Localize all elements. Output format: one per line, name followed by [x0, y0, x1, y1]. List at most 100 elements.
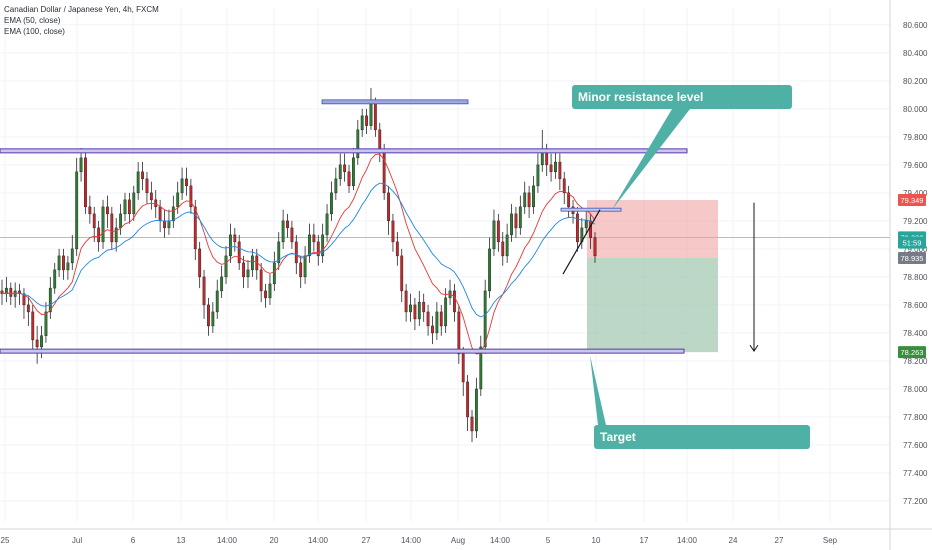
candle[interactable]	[558, 153, 562, 191]
candle[interactable]	[413, 297, 417, 331]
candle[interactable]	[75, 157, 79, 256]
candle[interactable]	[365, 108, 368, 135]
candle[interactable]	[70, 234, 74, 270]
candle[interactable]	[387, 185, 390, 235]
candle[interactable]	[576, 206, 579, 252]
candle[interactable]	[149, 181, 153, 210]
minor-resistance-callout[interactable]: Minor resistance level	[572, 85, 792, 109]
candle[interactable]	[207, 297, 210, 336]
minor-resistance-box[interactable]	[560, 207, 622, 212]
candle[interactable]	[84, 150, 87, 214]
drawings-layer[interactable]	[0, 99, 759, 425]
candle[interactable]	[479, 335, 483, 396]
candle[interactable]	[264, 283, 267, 308]
candle[interactable]	[180, 167, 184, 200]
candle[interactable]	[514, 206, 518, 238]
candle[interactable]	[242, 255, 246, 289]
candle[interactable]	[79, 148, 83, 182]
candle[interactable]	[562, 171, 566, 205]
candle[interactable]	[308, 223, 311, 263]
candle[interactable]	[488, 237, 491, 298]
candle[interactable]	[123, 192, 127, 221]
candle[interactable]	[97, 220, 101, 252]
candle[interactable]	[426, 304, 430, 336]
candle[interactable]	[259, 262, 263, 303]
candle[interactable]	[422, 293, 426, 322]
candle[interactable]	[474, 377, 478, 438]
candle[interactable]	[483, 279, 487, 354]
candle[interactable]	[88, 195, 92, 224]
candle[interactable]	[224, 246, 228, 284]
candle[interactable]	[580, 218, 584, 249]
candle[interactable]	[57, 248, 61, 277]
trendline[interactable]	[562, 209, 601, 275]
candle[interactable]	[431, 316, 434, 345]
candle[interactable]	[119, 204, 123, 235]
candle[interactable]	[527, 185, 531, 219]
candle[interactable]	[53, 262, 57, 294]
candle[interactable]	[409, 293, 412, 322]
candle[interactable]	[435, 302, 439, 340]
candle[interactable]	[417, 290, 421, 326]
candle[interactable]	[584, 209, 588, 235]
candle[interactable]	[391, 213, 395, 252]
candle[interactable]	[101, 199, 105, 249]
candle[interactable]	[185, 167, 188, 196]
candle[interactable]	[312, 223, 316, 252]
candle[interactable]	[448, 279, 452, 305]
candle[interactable]	[167, 209, 171, 235]
candle[interactable]	[132, 185, 136, 221]
candle[interactable]	[338, 153, 342, 186]
candle[interactable]	[457, 304, 461, 364]
candle[interactable]	[233, 227, 237, 252]
candle[interactable]	[44, 302, 48, 343]
candle[interactable]	[281, 209, 285, 249]
candle[interactable]	[277, 232, 281, 270]
candle[interactable]	[554, 150, 557, 179]
candle[interactable]	[286, 213, 289, 238]
candle[interactable]	[198, 241, 202, 289]
candle[interactable]	[444, 288, 448, 333]
candle[interactable]	[189, 178, 193, 214]
candle[interactable]	[343, 153, 347, 182]
candle[interactable]	[35, 325, 39, 364]
candle[interactable]	[145, 171, 149, 205]
candle[interactable]	[369, 87, 373, 130]
upper-range-line[interactable]	[0, 148, 688, 154]
candle[interactable]	[395, 232, 399, 266]
candle[interactable]	[400, 248, 404, 303]
candle[interactable]	[22, 288, 26, 319]
candle[interactable]	[4, 276, 8, 303]
candle[interactable]	[360, 108, 364, 137]
candle[interactable]	[453, 283, 456, 322]
candle[interactable]	[496, 213, 500, 252]
candle[interactable]	[321, 223, 325, 263]
candle[interactable]	[536, 153, 540, 193]
candle[interactable]	[523, 181, 527, 214]
candle[interactable]	[62, 248, 65, 280]
candle[interactable]	[110, 206, 114, 249]
candle[interactable]	[501, 232, 505, 266]
candle[interactable]	[378, 122, 382, 163]
candle[interactable]	[127, 192, 131, 224]
candle[interactable]	[18, 283, 21, 305]
candle[interactable]	[114, 218, 118, 252]
candle[interactable]	[518, 195, 522, 235]
candle[interactable]	[303, 246, 307, 284]
candle[interactable]	[492, 209, 496, 256]
candle[interactable]	[215, 279, 219, 319]
candle[interactable]	[510, 204, 513, 242]
candle[interactable]	[299, 255, 303, 289]
candle[interactable]	[593, 232, 597, 263]
candle[interactable]	[246, 260, 250, 289]
target-callout[interactable]: Target	[594, 425, 810, 449]
candle[interactable]	[202, 269, 206, 319]
candle[interactable]	[13, 282, 17, 308]
candle[interactable]	[171, 195, 175, 228]
candle[interactable]	[141, 162, 144, 191]
candle[interactable]	[316, 234, 320, 266]
candle[interactable]	[532, 176, 535, 214]
candle[interactable]	[290, 220, 294, 249]
